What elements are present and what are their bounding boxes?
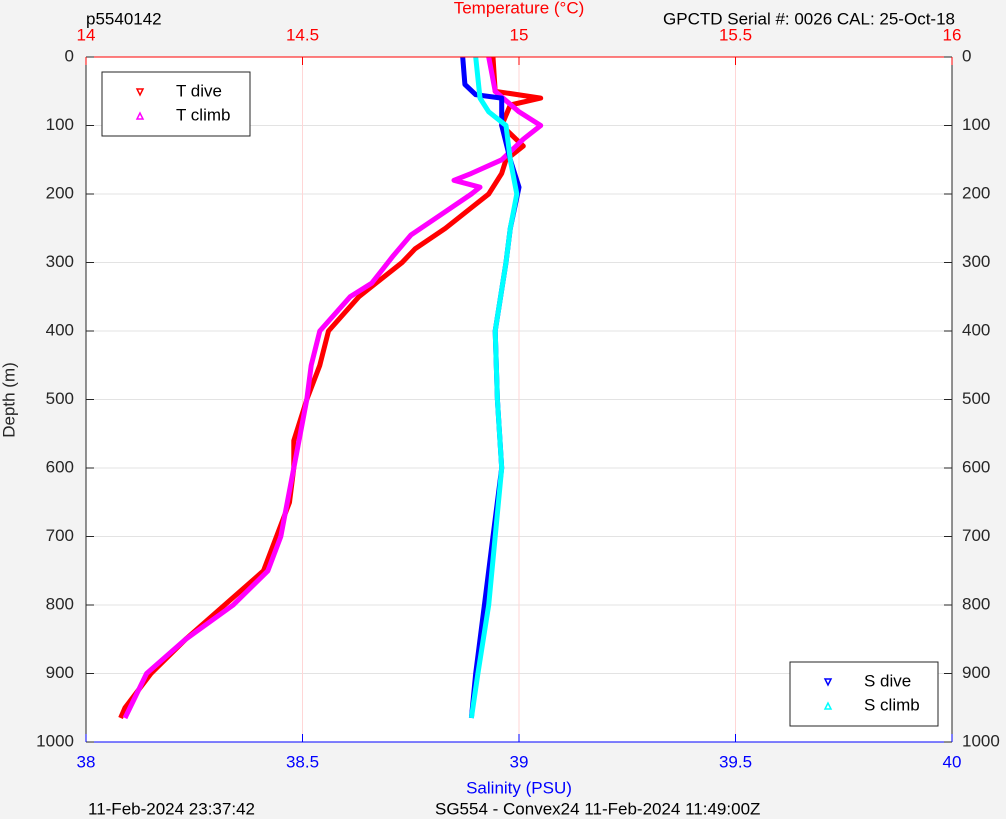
y-tick-label: 300	[46, 252, 74, 271]
legend-label: S climb	[864, 695, 920, 714]
y-tick-label: 100	[46, 115, 74, 134]
y2-tick-label: 600	[962, 457, 990, 476]
y-tick-label: 1000	[36, 731, 74, 750]
x2-label: Temperature (°C)	[454, 0, 585, 17]
x-label: Salinity (PSU)	[466, 778, 572, 797]
y2-tick-label: 400	[962, 320, 990, 339]
footer-right: SG554 - Convex24 11-Feb-2024 11:49:00Z	[435, 799, 760, 818]
y-tick-label: 400	[46, 320, 74, 339]
profile-line	[118, 56, 544, 719]
y2-tick-label: 1000	[962, 731, 1000, 750]
y2-tick-label: 0	[962, 46, 971, 65]
legend-box	[789, 661, 939, 727]
legend-marker	[823, 678, 833, 687]
title-right: GPCTD Serial #: 0026 CAL: 25-Oct-18	[663, 9, 955, 28]
y2-tick-label: 200	[962, 183, 990, 202]
y2-tick-label: 500	[962, 389, 990, 408]
y2-tick-label: 700	[962, 526, 990, 545]
y2-tick-label: 800	[962, 594, 990, 613]
x2-tick-label: 15	[510, 25, 529, 44]
x-tick-label: 38.5	[286, 752, 319, 771]
y2-tick-label: 100	[962, 115, 990, 134]
y-tick-label: 500	[46, 389, 74, 408]
legend-label: T dive	[176, 81, 222, 100]
legend-marker	[823, 701, 833, 710]
legend-label: S dive	[864, 671, 911, 690]
legend-box	[101, 71, 251, 137]
x-tick-label: 40	[943, 752, 962, 771]
x2-tick-label: 14.5	[286, 25, 319, 44]
y2-tick-label: 900	[962, 663, 990, 682]
y2-tick-label: 300	[962, 252, 990, 271]
y-tick-label: 700	[46, 526, 74, 545]
x2-tick-label: 14	[77, 25, 96, 44]
y-label: Depth (m)	[0, 362, 18, 438]
x-tick-label: 39.5	[719, 752, 752, 771]
footer-left: 11-Feb-2024 23:37:42	[88, 799, 255, 818]
x-tick-label: 39	[510, 752, 529, 771]
profile-line	[468, 56, 520, 719]
profile-line	[122, 56, 544, 720]
y-tick-label: 800	[46, 594, 74, 613]
title-left: p5540142	[86, 9, 162, 28]
y-tick-label: 900	[46, 663, 74, 682]
x-tick-label: 38	[77, 752, 96, 771]
y-tick-label: 0	[65, 46, 74, 65]
legend-label: T climb	[176, 105, 230, 124]
y-tick-label: 600	[46, 457, 74, 476]
y-tick-label: 200	[46, 183, 74, 202]
x2-tick-label: 16	[943, 25, 962, 44]
legend-marker	[135, 88, 145, 97]
x2-tick-label: 15.5	[719, 25, 752, 44]
legend-marker	[135, 111, 145, 120]
